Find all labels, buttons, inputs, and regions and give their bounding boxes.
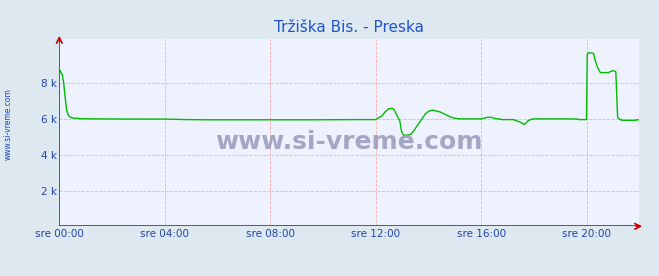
Title: Tržiška Bis. - Preska: Tržiška Bis. - Preska [274,20,424,35]
Text: www.si-vreme.com: www.si-vreme.com [215,130,483,154]
Text: www.si-vreme.com: www.si-vreme.com [3,88,13,160]
